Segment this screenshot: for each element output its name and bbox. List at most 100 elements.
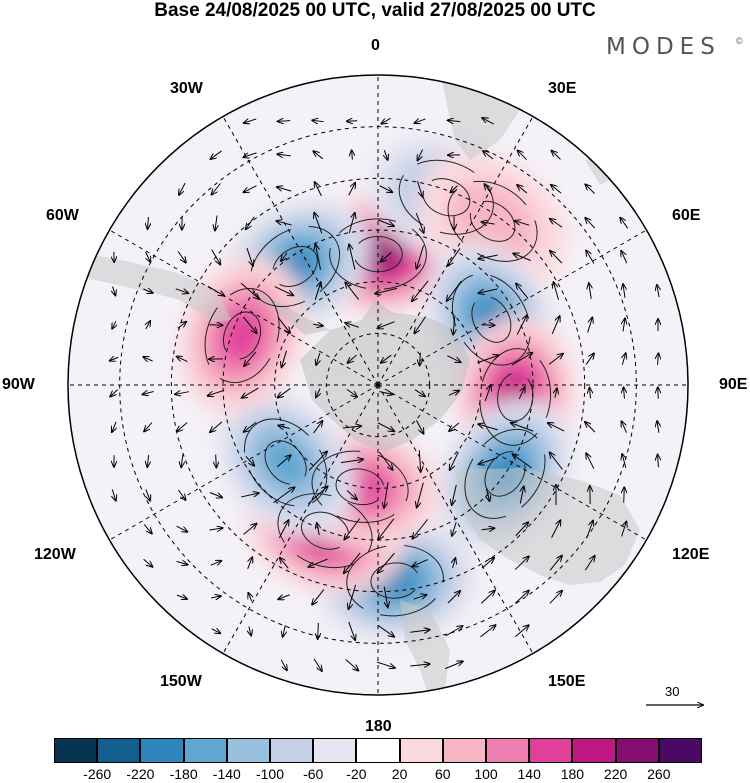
wind-arrow bbox=[412, 280, 429, 301]
wind-arrow bbox=[445, 661, 463, 670]
wind-arrow bbox=[348, 183, 355, 196]
brand-logo: MODES bbox=[606, 34, 721, 60]
wind-arrow bbox=[448, 391, 459, 396]
wind-arrow bbox=[277, 316, 290, 333]
wind-arrow bbox=[585, 353, 594, 365]
wind-arrow bbox=[415, 420, 423, 433]
wind-arrow bbox=[142, 392, 154, 395]
wind-arrow bbox=[512, 454, 532, 469]
wind-arrow bbox=[244, 351, 257, 366]
wind-arrow bbox=[112, 321, 116, 329]
wind-arrow bbox=[278, 388, 291, 397]
anomaly-high-30e-streamline-1 bbox=[469, 200, 516, 242]
wind-arrow bbox=[148, 217, 149, 229]
wind-arrow bbox=[481, 528, 495, 530]
lon-label-90e: 90E bbox=[719, 376, 748, 393]
wind-arrow bbox=[623, 318, 625, 332]
wind-arrow bbox=[145, 251, 151, 262]
south-america bbox=[70, 250, 232, 322]
wind-arrow bbox=[419, 450, 420, 472]
wind-arrow bbox=[317, 523, 320, 536]
wind-arrow bbox=[349, 244, 356, 270]
wind-arrow bbox=[485, 184, 492, 195]
wind-arrow bbox=[381, 251, 392, 261]
wind-arrow bbox=[340, 459, 363, 462]
colorbar-tick-label: -100 bbox=[255, 766, 285, 782]
map-title: Base 24/08/2025 00 UTC, valid 27/08/2025… bbox=[154, 0, 596, 21]
anomaly-high-160w-streamline-1 bbox=[300, 511, 350, 550]
wind-arrow bbox=[416, 181, 422, 197]
colorbar-swatch bbox=[270, 738, 314, 763]
wind-arrow bbox=[177, 356, 188, 363]
wind-arrow bbox=[313, 151, 323, 160]
wind-arrow bbox=[144, 422, 153, 432]
wind-arrow bbox=[278, 595, 290, 599]
wind-arrow bbox=[551, 185, 562, 194]
wind-arrow bbox=[273, 487, 294, 504]
wind-arrow bbox=[586, 250, 595, 264]
wind-arrow bbox=[315, 182, 322, 197]
wind-arrow bbox=[585, 185, 595, 194]
wind-arrow bbox=[276, 455, 290, 468]
wind-arrow bbox=[376, 661, 395, 668]
wind-arrow bbox=[484, 385, 491, 402]
wind-arrow bbox=[450, 451, 459, 470]
meridian-line bbox=[109, 229, 379, 386]
wind-arrow bbox=[175, 392, 189, 395]
wind-arrow bbox=[447, 280, 462, 301]
wind-arrow bbox=[586, 453, 595, 469]
wind-arrow bbox=[479, 288, 498, 293]
lon-label-120w: 120W bbox=[34, 546, 76, 563]
meridian-line bbox=[377, 384, 534, 654]
anomaly-low-120e-streamline-1 bbox=[484, 451, 526, 497]
wind-arrow bbox=[274, 286, 294, 296]
wind-arrow bbox=[514, 591, 529, 604]
wind-arrow bbox=[243, 152, 257, 157]
wind-arrow bbox=[384, 482, 389, 508]
colorbar-tick-label: 100 bbox=[474, 766, 498, 782]
colorbar-tick-label: -140 bbox=[212, 766, 241, 782]
colorbar-tick-label: 140 bbox=[517, 766, 541, 782]
colorbar-swatch bbox=[356, 738, 400, 763]
lon-label-60e: 60E bbox=[672, 207, 701, 224]
wind-arrow bbox=[587, 318, 593, 333]
wind-arrow bbox=[452, 484, 457, 505]
wind-arrow bbox=[381, 117, 391, 123]
wind-arrow bbox=[554, 282, 559, 300]
wind-arrow bbox=[175, 288, 188, 293]
anomaly-high-0-streamline-2 bbox=[329, 218, 427, 290]
wind-arrow bbox=[176, 525, 188, 532]
wind-arrow bbox=[377, 321, 395, 329]
wind-arrow bbox=[377, 422, 394, 431]
anomaly-high-70w-streamline-2 bbox=[204, 287, 280, 384]
wind-arrow bbox=[312, 589, 325, 604]
meridian-line bbox=[109, 384, 379, 541]
latitude-circle bbox=[274, 281, 482, 489]
wind-arrow bbox=[308, 452, 327, 471]
wind-arrow bbox=[177, 422, 188, 432]
wind-arrow bbox=[247, 557, 253, 569]
wind-arrow bbox=[308, 486, 327, 504]
colorbar-swatch bbox=[658, 738, 702, 763]
anomaly-low-130w-streamline-1 bbox=[264, 440, 307, 485]
anomaly-low-60e-streamline-2 bbox=[451, 273, 531, 366]
wind-arrow bbox=[345, 282, 360, 300]
wind-arrow bbox=[215, 215, 217, 231]
colorbar-swatch bbox=[97, 738, 141, 763]
anomaly-high-70w-streamline-1 bbox=[223, 311, 262, 360]
wind-arrow bbox=[410, 664, 429, 666]
wind-arrow bbox=[216, 454, 217, 468]
wind-arrow bbox=[345, 659, 359, 670]
colorbar-swatch bbox=[54, 738, 98, 763]
wind-arrow bbox=[453, 315, 455, 334]
new-zealand bbox=[400, 600, 450, 695]
wind-arrow bbox=[658, 455, 659, 468]
lon-label-150w: 150W bbox=[160, 673, 202, 690]
colorbar-tick-label: -220 bbox=[126, 766, 155, 782]
wind-arrow bbox=[278, 520, 288, 539]
wind-arrow bbox=[210, 150, 222, 159]
colorbar-swatch bbox=[399, 738, 443, 763]
colorbar-tick-label: -260 bbox=[83, 766, 112, 782]
wind-arrow bbox=[278, 121, 291, 122]
